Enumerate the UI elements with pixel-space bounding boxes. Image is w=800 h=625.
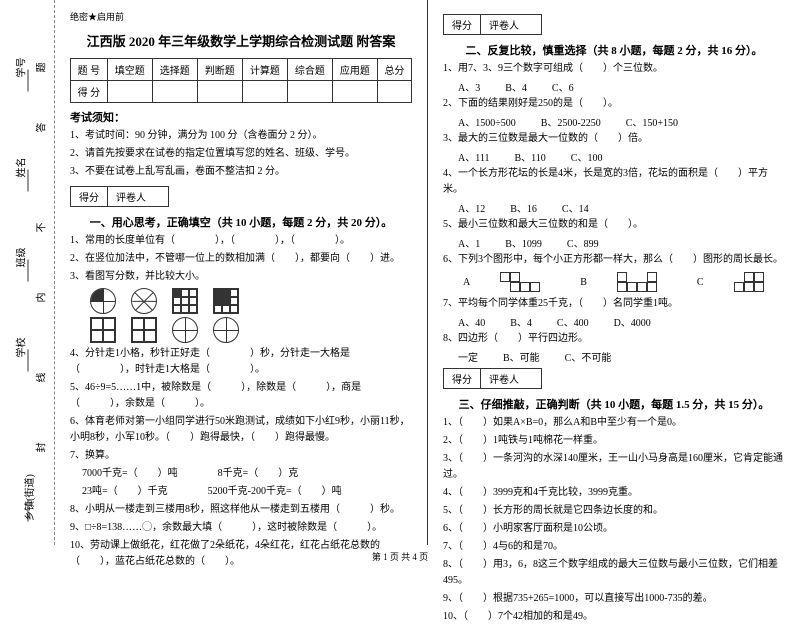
grader-label: 评卷人 [108,187,168,206]
square-grid4b-icon [131,317,157,343]
score-box-2: 得分 评卷人 [443,14,542,35]
classified-label: 绝密★启用前 [70,10,412,23]
s1-q7b: 23吨=（ ）千克 5200千克-200千克=（ ）吨 [70,484,412,500]
notice-1: 1、考试时间：90 分钟，满分为 100 分（含卷面分 2 分）。 [70,128,412,144]
s2-q7: 7、平均每个同学体重25千克，（ ）名同学重1吨。 [443,296,785,312]
s2-q3: 3、最大的三位数是最大一位数的（ ）倍。 [443,131,785,147]
s3-q9: 9、（ ）根据735+265=1000，可以直接写出1000-735的差。 [443,591,785,607]
s1-q4: 4、分针走1小格，秒针正好走（ ）秒，分针走一大格是（ ），时针走1大格是（ ）… [70,346,412,378]
cell-v0: 得 分 [71,81,108,103]
cell-h3: 判断题 [197,59,242,81]
field-student-id: 学号 [13,58,28,78]
s1-q3: 3、看图写分数，并比较大小。 [70,269,412,285]
binding-sidebar: 学号 题 答 姓名 不 班级 内 学校 线 封 乡镇(街道) [0,0,55,545]
cell-h5: 综合题 [287,59,332,81]
notice-3: 3、不要在试卷上乱写乱画，卷面不整洁扣 2 分。 [70,164,412,180]
section3-title: 三、仔细推敲，正确判断（共 10 小题，每题 1.5 分，共 15 分）。 [443,396,785,412]
s2-q4-opts: A、12B、16C、14 [443,200,785,215]
s1-q7a: 7000千克=（ ）吨 8千克=（ ）克 [70,466,412,482]
mark-xian: 线 [33,373,48,383]
cell-h6: 应用题 [332,59,377,81]
cell-h1: 填空题 [107,59,152,81]
circle-blank2-icon [213,317,239,343]
s1-q9: 9、□÷8=138……◯，余数最大填（ ），这时被除数是（ ）。 [70,520,412,536]
section2-title: 二、反复比较，慎重选择（共 8 小题，每题 2 分，共 16 分）。 [443,42,785,58]
s1-q2: 2、在竖位加法中，不管哪一位上的数相加满（ ），都要向（ ）进。 [70,251,412,267]
mark-feng: 封 [33,443,48,453]
opt-b-label: B [580,277,587,288]
field-name: 姓名 [13,158,28,178]
s2-q5: 5、最小三位数和最大三位数的和是（ ）。 [443,217,785,233]
square-grid4-icon [90,317,116,343]
square-grid9-icon [172,288,198,314]
s2-q5-opts: A、1B、1099C、899 [443,235,785,250]
score-label: 得分 [71,187,108,206]
s1-q5: 5、46÷9=5……1中，被除数是（ ），除数是（ ），商是（ ），余数是（ ）… [70,380,412,412]
right-column: 得分 评卷人 二、反复比较，慎重选择（共 8 小题，每题 2 分，共 16 分）… [428,0,800,545]
s2-q8-opts: 一定B、可能C、不可能 [443,349,785,364]
s3-q2: 2、（ ）1吨铁与1吨棉花一样重。 [443,433,785,449]
notice-2: 2、请首先按要求在试卷的指定位置填写您的姓名、班级、学号。 [70,146,412,162]
cell-h0: 题 号 [71,59,108,81]
opt-a-label: A [463,277,470,288]
left-column: 绝密★启用前 江西版 2020 年三年级数学上学期综合检测试题 附答案 题 号 … [55,0,428,545]
tetromino-b-icon [617,272,667,292]
s1-q8: 8、小明从一楼走到三楼用8秒，照这样他从一楼走到五楼用（ ）秒。 [70,502,412,518]
s2-q1: 1、用7、3、9三个数字可组成（ ）个三位数。 [443,61,785,77]
notice-title: 考试须知： [70,109,412,125]
s2-q2-opts: A、1500÷500B、2500-2250C、150+150 [443,114,785,129]
square-grid9b-icon [213,288,239,314]
circle-quarter-icon [90,288,116,314]
s1-q7: 7、换算。 [70,448,412,464]
score-value-row: 得 分 [71,81,412,103]
s3-q5: 5、（ ）长方形的周长就是它四条边长度的和。 [443,503,785,519]
s2-q1-opts: A、3B、4C、6 [443,79,785,94]
s3-q4: 4、（ ）3999克和4千克比较，3999克重。 [443,485,785,501]
s3-q3: 3、（ ）一条河沟的水深140厘米，王一山小马身高是160厘米，它肯定能通过。 [443,451,785,483]
s2-q3-opts: A、111B、110C、100 [443,149,785,164]
opt-c-label: C [697,277,704,288]
mark-nei: 内 [33,293,48,303]
shapes-row-2 [90,317,412,343]
shapes-row-1 [90,288,412,314]
field-school: 学校 [13,338,28,358]
mark-ti: 题 [33,63,48,73]
mark-da: 答 [33,123,48,133]
s3-q10: 10、（ ）7个42相加的和是49。 [443,609,785,625]
exam-title: 江西版 2020 年三年级数学上学期综合检测试题 附答案 [70,31,412,50]
page-footer: 第 1 页 共 4 页 [0,550,800,563]
s1-q6: 6、体育老师对第一小组同学进行50米跑测试，成绩如下小红9秒，小丽11秒，小明8… [70,414,412,446]
s2-q6: 6、下列3个图形中，每个小正方形都一样大，那么（ ）图形的周长最长。 [443,252,785,268]
circle-blank-icon [172,317,198,343]
cell-h4: 计算题 [242,59,287,81]
s1-q1: 1、常用的长度单位有（ ），（ ），（ ）。 [70,233,412,249]
cell-h2: 选择题 [152,59,197,81]
s2-q2: 2、下面的结果刚好是250的是（ ）。 [443,96,785,112]
field-class: 班级 [13,248,28,268]
score-header-row: 题 号 填空题 选择题 判断题 计算题 综合题 应用题 总分 [71,59,412,81]
s3-q6: 6、（ ）小明家客厅面积是10公顷。 [443,521,785,537]
score-table: 题 号 填空题 选择题 判断题 计算题 综合题 应用题 总分 得 分 [70,58,412,103]
s3-q1: 1、（ ）如果A×B=0，那么A和B中至少有一个是0。 [443,415,785,431]
circle-quarter2-icon [126,283,163,320]
tetromino-c-icon [734,272,784,292]
s2-q8: 8、四边形（ ）平行四边形。 [443,331,785,347]
s2-q4: 4、一个长方形花坛的长是4米，长是宽的3倍，花坛的面积是（ ）平方米。 [443,166,785,198]
tetromino-row: A B C [463,272,785,292]
section1-title: 一、用心思考，正确填空（共 10 小题，每题 2 分，共 20 分）。 [70,214,412,230]
score-box-1: 得分 评卷人 [70,186,169,207]
tetromino-a-icon [500,272,550,292]
s2-q7-opts: A、40B、4C、400D、4000 [443,314,785,329]
mark-bu: 不 [33,223,48,233]
cell-h7: 总分 [377,59,411,81]
score-box-3: 得分 评卷人 [443,368,542,389]
